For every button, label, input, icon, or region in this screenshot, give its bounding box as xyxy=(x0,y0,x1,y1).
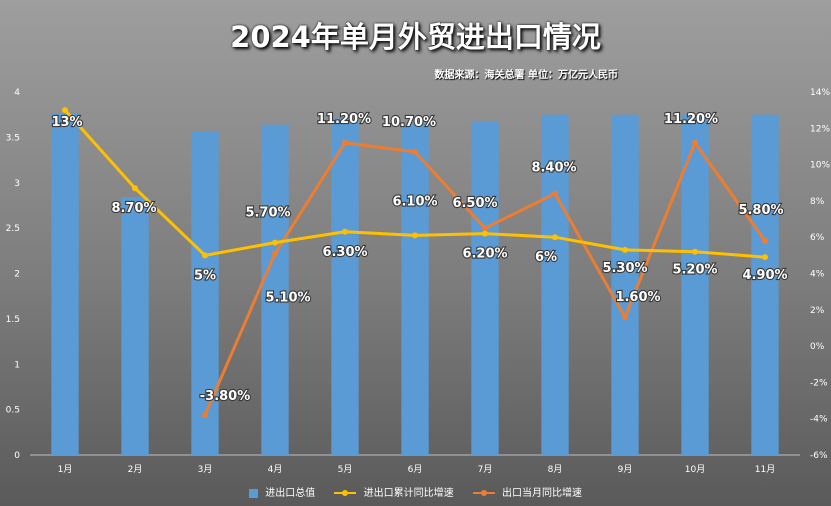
legend-item-bar: 进出口总值 xyxy=(249,484,315,499)
cumulative-data-label: 8.70% xyxy=(111,201,156,216)
monthly-data-label: 5.10% xyxy=(265,291,310,306)
cumulative-series-point xyxy=(342,228,348,235)
cumulative-series-point xyxy=(692,248,698,255)
y-left-tick-label: 0.5 xyxy=(6,406,20,416)
legend-cumulative-label: 进出口累计同比增速 xyxy=(363,488,454,499)
bar xyxy=(51,113,79,455)
bar xyxy=(471,121,499,455)
bar xyxy=(401,122,429,455)
bar xyxy=(541,114,569,455)
cumulative-data-label: 6.20% xyxy=(462,247,507,262)
legend-bar-label: 进出口总值 xyxy=(265,488,316,499)
bar xyxy=(191,131,219,455)
monthly-data-label: 11.20% xyxy=(317,112,371,127)
monthly-data-label: 8.40% xyxy=(531,161,576,176)
y-right-tick-label: 6% xyxy=(810,233,825,243)
monthly-data-label: 6.50% xyxy=(452,196,497,211)
legend: 进出口总值 进出口累计同比增速 出口当月同比增速 xyxy=(0,484,831,499)
chart-title: 2024年单月外贸进出口情况 xyxy=(230,20,601,54)
cumulative-data-label: 5.70% xyxy=(245,206,290,221)
bar xyxy=(611,114,639,455)
bar xyxy=(751,114,779,455)
x-tick-label: 5月 xyxy=(338,464,353,475)
cumulative-data-label: 4.90% xyxy=(742,268,787,283)
monthly-series-point xyxy=(622,314,628,321)
x-tick-label: 3月 xyxy=(198,464,213,475)
monthly-series-point xyxy=(202,412,208,419)
legend-item-monthly: 出口当月同比增速 xyxy=(472,484,582,499)
cumulative-series-point xyxy=(552,234,558,241)
y-right-tick-label: 4% xyxy=(810,270,825,280)
x-tick-label: 8月 xyxy=(548,464,563,475)
chart-subtitle: 数据来源：海关总署 单位：万亿元人民币 xyxy=(434,70,618,81)
x-tick-label: 11月 xyxy=(755,464,775,475)
y-right-tick-label: -6% xyxy=(810,451,828,461)
y-right-tick-label: -2% xyxy=(810,378,828,388)
y-right-tick-label: 2% xyxy=(810,306,825,316)
cumulative-data-label: 6.10% xyxy=(392,194,437,209)
cumulative-series-point xyxy=(62,107,68,114)
legend-item-cumulative: 进出口累计同比增速 xyxy=(334,484,454,499)
x-tick-label: 4月 xyxy=(268,464,283,475)
cumulative-series-point xyxy=(272,239,278,246)
cumulative-series-point xyxy=(202,252,208,259)
x-tick-label: 1月 xyxy=(58,464,73,475)
monthly-data-label: 10.70% xyxy=(382,115,436,130)
monthly-series-point xyxy=(762,237,768,244)
monthly-data-label: 5.80% xyxy=(738,203,783,218)
monthly-series-point xyxy=(342,139,348,146)
y-right-tick-label: -4% xyxy=(810,415,828,425)
y-left-tick-label: 2.5 xyxy=(6,224,20,234)
legend-bar-swatch xyxy=(249,488,259,498)
cumulative-series-point xyxy=(482,230,488,237)
y-left-tick-label: 3.5 xyxy=(6,133,20,143)
cumulative-data-label: 6% xyxy=(535,250,557,265)
monthly-series-point xyxy=(552,190,558,197)
bar xyxy=(331,118,359,455)
x-tick-label: 10月 xyxy=(685,464,705,475)
monthly-data-label: 1.60% xyxy=(615,290,660,305)
monthly-data-label: -3.80% xyxy=(200,389,251,404)
bar xyxy=(261,124,289,456)
x-tick-label: 9月 xyxy=(618,464,633,475)
x-tick-label: 6月 xyxy=(408,464,423,475)
cumulative-series-point xyxy=(132,185,138,192)
y-right-tick-label: 10% xyxy=(810,161,830,171)
monthly-series-point xyxy=(412,148,418,155)
cumulative-data-label: 13% xyxy=(51,115,82,130)
y-left-tick-label: 1.5 xyxy=(6,315,20,325)
cumulative-data-label: 6.30% xyxy=(322,245,367,260)
monthly-series-point xyxy=(692,139,698,146)
monthly-series-point xyxy=(482,225,488,232)
legend-cumulative-swatch xyxy=(334,487,357,499)
monthly-data-label: 11.20% xyxy=(664,112,718,127)
y-left-tick-label: 3 xyxy=(14,179,20,189)
cumulative-data-label: 5.30% xyxy=(602,261,647,276)
legend-monthly-swatch xyxy=(472,487,495,499)
y-right-tick-label: 14% xyxy=(810,88,830,98)
x-tick-label: 2月 xyxy=(128,464,143,475)
x-tick-label: 7月 xyxy=(478,464,493,475)
cumulative-series-point xyxy=(762,254,768,261)
cumulative-series-point xyxy=(412,232,418,239)
y-left-tick-label: 0 xyxy=(14,451,20,461)
y-left-tick-label: 1 xyxy=(14,360,20,370)
cumulative-series-point xyxy=(622,246,628,253)
cumulative-data-label: 5% xyxy=(194,268,216,283)
cumulative-data-label: 5.20% xyxy=(672,263,717,278)
bar xyxy=(681,114,709,455)
y-left-tick-label: 4 xyxy=(14,88,20,98)
monthly-series-point xyxy=(272,250,278,257)
bar xyxy=(121,197,149,455)
y-right-tick-label: 8% xyxy=(810,197,825,207)
y-right-tick-label: 0% xyxy=(810,342,825,352)
legend-monthly-label: 出口当月同比增速 xyxy=(501,488,582,499)
y-left-tick-label: 2 xyxy=(14,270,20,280)
y-right-tick-label: 12% xyxy=(810,124,830,134)
